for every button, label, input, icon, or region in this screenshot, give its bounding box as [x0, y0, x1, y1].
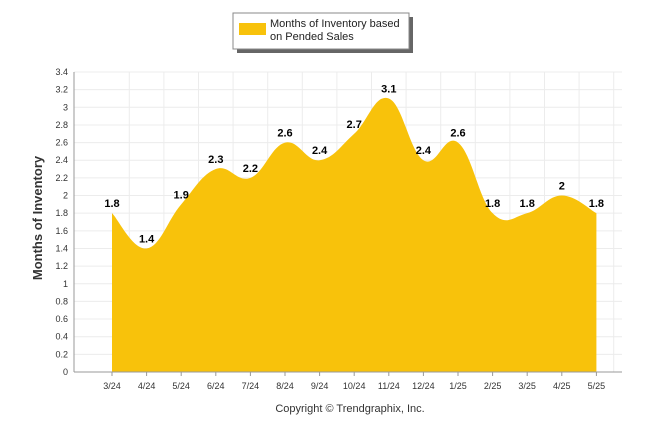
data-labels: 1.8 1.4 1.9 2.3 2.2 2.6 2.4 2.7 3.1 2.4 2.6 1.8 1.8 2…	[104, 83, 604, 245]
data-label: 1.8	[589, 198, 604, 210]
data-label: 2.7	[347, 119, 362, 131]
x-tick-label: 8/24	[276, 381, 294, 391]
legend-text-line2: on Pended Sales	[270, 31, 354, 43]
y-tick-label: 3.2	[55, 85, 68, 95]
data-label: 2.2	[243, 163, 258, 175]
y-tick-label: 0	[63, 367, 68, 377]
y-tick-label: 1	[63, 279, 68, 289]
data-label: 3.1	[381, 83, 396, 95]
y-tick-label: 0.6	[55, 314, 68, 324]
y-tick-label: 1.4	[55, 243, 68, 253]
y-tick-label: 2.2	[55, 173, 68, 183]
legend-text-line1: Months of Inventory based	[270, 18, 400, 30]
area-fill	[112, 97, 597, 373]
y-tick-label: 3.4	[55, 67, 68, 77]
y-tick-labels: 0 0.2 0.4 0.6 0.8 1 1.2 1.4 1.6 1.8 2 2.2 2.4 2.6 2.8 3…	[55, 67, 68, 377]
data-label: 2.6	[450, 128, 465, 140]
x-tick-label: 4/25	[553, 381, 571, 391]
x-tick-label: 4/24	[138, 381, 156, 391]
data-label: 1.8	[520, 198, 535, 210]
x-tick-label: 7/24	[242, 381, 260, 391]
data-label: 2.4	[416, 145, 432, 157]
x-tick-label: 3/24	[103, 381, 121, 391]
data-label: 2.6	[277, 128, 292, 140]
data-label: 1.8	[104, 198, 119, 210]
data-label: 2.4	[312, 145, 328, 157]
y-tick-label: 2.6	[55, 138, 68, 148]
x-tick-label: 5/24	[172, 381, 190, 391]
area-series	[112, 97, 597, 373]
y-axis-label: Months of Inventory	[30, 155, 45, 280]
data-label: 1.4	[139, 233, 155, 245]
x-tick-label: 10/24	[343, 381, 366, 391]
y-tick-label: 0.4	[55, 332, 68, 342]
x-tick-label: 11/24	[378, 381, 400, 391]
data-label: 2	[559, 181, 565, 193]
x-tick-label: 2/25	[484, 381, 502, 391]
y-tick-label: 0.2	[55, 349, 68, 359]
y-tick-label: 2	[63, 191, 68, 201]
y-tick-label: 0.8	[55, 296, 68, 306]
x-tick-label: 6/24	[207, 381, 225, 391]
data-label: 2.3	[208, 154, 223, 166]
axes	[73, 72, 622, 373]
legend: Months of Inventory based on Pended Sale…	[232, 12, 413, 53]
copyright-text: Copyright © Trendgraphix, Inc.	[275, 403, 424, 415]
x-tick-label: 9/24	[311, 381, 329, 391]
y-tick-label: 2.4	[55, 155, 68, 165]
y-tick-label: 1.8	[55, 208, 68, 218]
x-tick-label: 5/25	[588, 381, 606, 391]
y-tick-label: 1.2	[55, 261, 68, 271]
y-tick-label: 2.8	[55, 120, 68, 130]
x-tick-labels: 3/24 4/24 5/24 6/24 7/24 8/24 9/24 10/24 11/24 12…	[103, 372, 605, 391]
y-tick-label: 1.6	[55, 226, 68, 236]
data-label: 1.8	[485, 198, 500, 210]
y-tick-label: 3	[63, 102, 68, 112]
legend-swatch	[239, 23, 266, 35]
data-label: 1.9	[174, 189, 189, 201]
x-tick-label: 12/24	[412, 381, 435, 391]
x-tick-label: 1/25	[449, 381, 467, 391]
x-tick-label: 3/25	[518, 381, 536, 391]
